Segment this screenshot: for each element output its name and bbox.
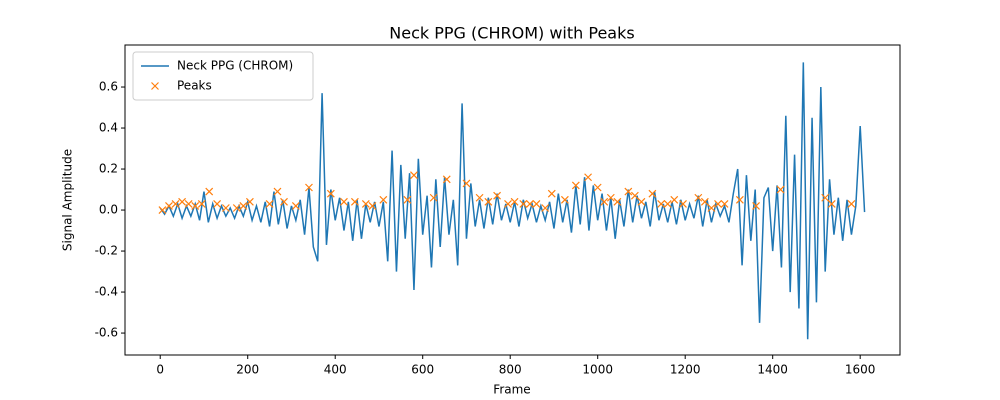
peak-marker: [670, 195, 679, 204]
peak-marker: [519, 199, 528, 208]
peak-marker: [637, 197, 646, 206]
peak-marker: [245, 197, 254, 206]
peak-marker: [429, 193, 438, 202]
legend-label: Neck PPG (CHROM): [177, 59, 293, 73]
peak-marker: [326, 189, 335, 198]
x-tick-label: 400: [324, 363, 347, 377]
y-tick-label: 0.6: [99, 80, 118, 94]
y-tick-label: -0.4: [95, 285, 118, 299]
y-tick-label: -0.2: [95, 244, 118, 258]
peak-marker: [827, 199, 836, 208]
peak-marker: [368, 202, 377, 210]
peak-marker: [197, 199, 206, 208]
peak-marker: [340, 197, 348, 206]
x-tick-label: 0: [156, 363, 164, 377]
peak-marker: [171, 199, 180, 208]
peak-marker: [663, 199, 672, 208]
legend-label: Peaks: [177, 79, 212, 93]
peak-marker: [606, 193, 615, 202]
peak-marker: [305, 183, 313, 192]
peak-marker: [475, 193, 484, 202]
peak-marker: [361, 199, 370, 208]
peak-marker: [657, 199, 666, 208]
peak-marker: [232, 204, 241, 212]
x-tick-label: 600: [411, 363, 434, 377]
peak-marker: [273, 187, 282, 196]
peak-marker: [541, 204, 550, 212]
legend-swatch: [151, 82, 159, 90]
peak-marker: [821, 193, 830, 202]
peak-marker: [547, 189, 556, 198]
peak-marker: [280, 197, 288, 206]
peak-marker: [184, 199, 193, 208]
x-tick-label: 1000: [582, 363, 613, 377]
x-tick-label: 200: [236, 363, 259, 377]
x-tick-label: 800: [499, 363, 522, 377]
peak-marker: [571, 181, 580, 190]
peak-marker: [720, 199, 729, 208]
plot-frame: [124, 44, 901, 356]
peak-marker: [403, 195, 412, 204]
peak-marker: [735, 195, 744, 204]
peak-marker: [593, 183, 602, 192]
data-line: [159, 62, 866, 340]
peak-marker: [510, 197, 519, 206]
x-tick-label: 1600: [845, 363, 876, 377]
peak-marker: [776, 185, 785, 194]
x-tick-label: 1400: [757, 363, 788, 377]
peak-marker: [291, 202, 300, 210]
peak-marker: [714, 199, 722, 208]
peak-marker: [493, 191, 502, 200]
peak-marker: [239, 202, 248, 210]
peak-marker: [265, 199, 274, 208]
chart-title: Neck PPG (CHROM) with Peaks: [389, 24, 634, 43]
peak-marker: [600, 197, 609, 206]
peak-marker: [700, 197, 709, 206]
peak-marker: [694, 193, 703, 202]
peak-marker: [191, 202, 200, 210]
peak-marker: [350, 197, 359, 206]
x-axis-label: Frame: [493, 383, 530, 397]
y-tick-label: 0.0: [99, 203, 118, 217]
peak-marker: [707, 204, 716, 212]
peak-marker: [679, 199, 687, 208]
peak-marker: [379, 195, 388, 204]
peak-marker: [178, 197, 187, 206]
peak-marker: [158, 206, 167, 214]
peak-marker: [165, 202, 173, 210]
peak-marker: [442, 175, 451, 184]
peak-marker: [213, 199, 222, 208]
peak-marker: [525, 199, 534, 208]
peak-marker: [752, 202, 760, 210]
peak-marker: [205, 187, 214, 196]
legend-box: [132, 51, 314, 101]
peak-marker: [584, 173, 592, 182]
peak-marker: [462, 179, 471, 188]
peak-marker: [613, 197, 622, 206]
peak-marker: [221, 204, 230, 212]
x-tick-label: 1200: [670, 363, 701, 377]
peak-marker: [410, 171, 418, 180]
peak-marker: [648, 189, 657, 198]
peak-marker: [630, 191, 639, 200]
peak-marker: [847, 199, 856, 208]
y-tick-label: 0.4: [99, 121, 118, 135]
y-axis-label: Signal Amplitude: [61, 149, 75, 251]
peak-marker: [484, 197, 493, 206]
peak-marker: [560, 195, 569, 204]
peak-marker: [532, 199, 541, 208]
peak-marker: [504, 199, 512, 208]
peak-marker: [624, 187, 633, 196]
y-tick-label: 0.2: [99, 162, 118, 176]
y-tick-label: -0.6: [95, 326, 118, 340]
